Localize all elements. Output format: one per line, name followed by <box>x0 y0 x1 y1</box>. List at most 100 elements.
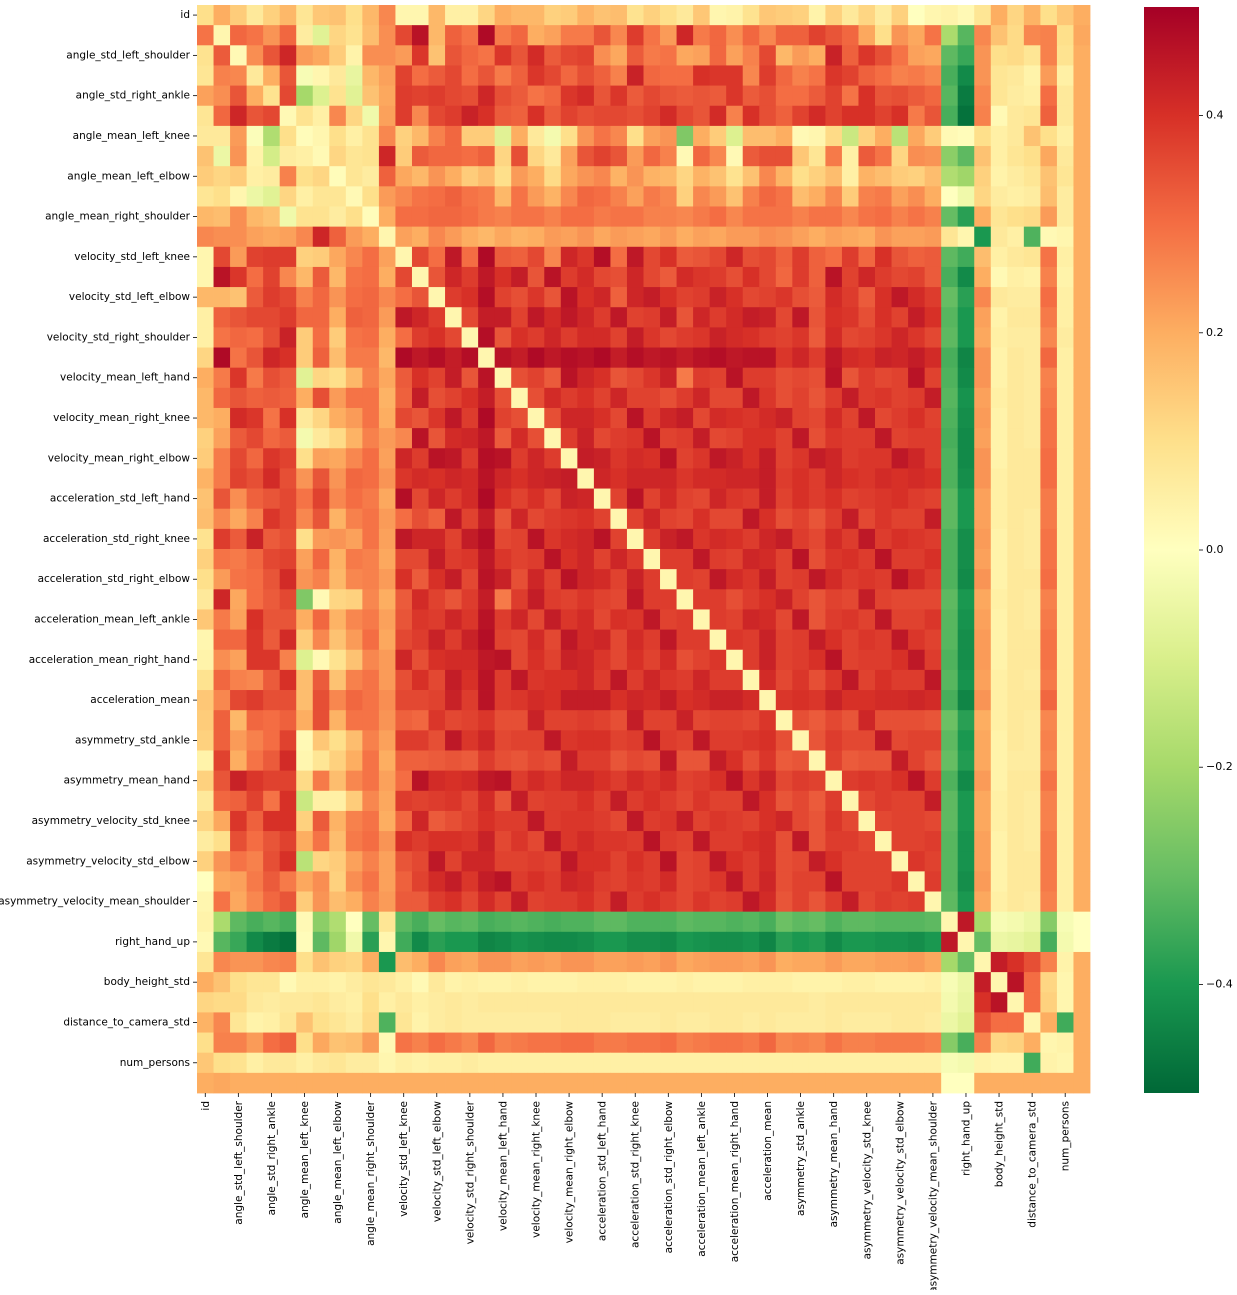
heatmap-cell-asymmetry_velocity_std_knee-mean_persons <box>1073 810 1091 832</box>
heatmap-cell-angle_std_left_shoulder-angle_std_left_hand <box>213 45 231 66</box>
heatmap-cell-acceleration_mean_right_hand-angle_std_right_elbow <box>279 649 297 671</box>
heatmap-cell-angle_std_right_ankle-acceleration_mean_left_knee <box>676 85 694 107</box>
heatmap-cell-asymmetry_velocity_std_elbow-velocity_std_left_elbow <box>428 851 446 872</box>
heatmap-cell-acceleration_std_left_shoulder-asymmetry_velocity_std_elbow <box>891 508 909 530</box>
heatmap-cell-asymmetry_velocity_mean_shoulder-acceleration_mean_left_ankle <box>693 891 711 913</box>
heatmap-cell-asymmetry_velocity_std_elbow-acceleration_mean_right_hand <box>726 851 744 872</box>
heatmap-cell-acceleration_mean_left_ankle-asymmetry_std_knee <box>775 609 793 630</box>
heatmap-cell-velocity_std_right_shoulder-acceleration_mean_right_shoulder <box>742 327 760 348</box>
heatmap-cell-angle_std_left_shoulder-acceleration_mean_right_shoulder <box>742 45 760 66</box>
heatmap-cell-body_shape_std-arms_crossing <box>941 992 959 1013</box>
heatmap-cell-asymmetry_velocity_mean_shoulder-acceleration_std_right_knee <box>626 891 644 913</box>
heatmap-cell-angle_mean_right_hand-arms_crossing <box>941 186 959 207</box>
heatmap-cell-asymmetry_velocity_std_ankle-velocity_mean_left_hand <box>494 831 512 852</box>
heatmap-cell-velocity_mean_right_ankle-acceleration_std_right_ankle <box>643 428 661 449</box>
heatmap-cell-velocity_std_left_ankle-body_height_std <box>990 266 1008 288</box>
heatmap-cell-id-acceleration_mean_left_knee <box>676 5 694 26</box>
heatmap-cell-right_hand_up-asymmetry_mean_shoulder <box>841 931 859 953</box>
heatmap-cell-asymmetry_velocity_mean_hand-velocity_mean_left_shoulder <box>511 871 529 892</box>
heatmap-cell-velocity_std_left_ankle-num_persons <box>1056 266 1074 288</box>
heatmap-cell-pelvis_x_std-acceleration_std_left_shoulder <box>610 1032 628 1054</box>
heatmap-cell-asymmetry_std_elbow-acceleration_std_right_ankle <box>643 750 661 772</box>
heatmap-cell-acceleration_std_right_ankle-asymmetry_std_ankle <box>792 549 810 570</box>
heatmap-cell-velocity_mean_right_ankle-acceleration_std_right_knee <box>626 428 644 449</box>
heatmap-cell-asymmetry_velocity_mean_hand-body_shape_std <box>1007 871 1025 892</box>
heatmap-cell-asymmetry_mean_hand-acceleration_mean_right_hand <box>726 770 744 792</box>
heatmap-cell-asymmetry_mean_hand-acceleration_std_right_knee <box>626 770 644 792</box>
heatmap-cell-pelvis_x_std-body_height_std <box>990 1032 1008 1054</box>
heatmap-cell-asymmetry_velocity_mean_hand-acceleration_mean_left_ankle <box>693 871 711 892</box>
heatmap-cell-velocity_std-angle_mean_left_elbow <box>329 347 347 369</box>
heatmap-cell-distance_to_camera_std-velocity_std <box>478 1012 496 1033</box>
heatmap-cell-velocity_mean_right_elbow-acceleration_std_left_hand <box>593 448 611 469</box>
heatmap-cell-angle_mean_left_knee-angle_mean_right_shoulder <box>362 125 380 147</box>
y-tick-label: angle_mean_left_knee <box>73 130 190 142</box>
heatmap-cell-velocity_max-velocity_std <box>478 468 496 489</box>
heatmap-cell-id-angle_mean_right_shoulder <box>362 5 380 26</box>
heatmap-cell-pelvis_x_std-angle_mean_left_knee <box>296 1032 314 1054</box>
heatmap-cell-angle_std_left_shoulder-velocity_mean_right_ankle <box>544 45 562 66</box>
heatmap-cell-acceleration_std_right_knee-acceleration_mean_right_shoulder <box>742 528 760 550</box>
heatmap-cell-asymmetry_velocity_std_knee-body_width_std <box>974 810 992 832</box>
heatmap-cell-velocity_std_right_hand-angle_mean_right_shoulder <box>362 307 380 328</box>
heatmap-cell-num_persons-asymmetry_velocity_std_elbow <box>891 1052 909 1074</box>
heatmap-cell-angle_mean-velocity_mean_left_shoulder <box>511 226 529 248</box>
heatmap-cell-angle_mean_right_shoulder-pelvis_x_std <box>1040 206 1058 228</box>
heatmap-cell-num_persons-num_persons <box>1056 1052 1074 1074</box>
heatmap-cell-velocity_std_right_shoulder-velocity_mean_right_ankle <box>544 327 562 348</box>
heatmap-cell-velocity_mean_left_shoulder-asymmetry_std_elbow <box>808 387 826 409</box>
heatmap-cell-velocity_std_right_hand-angle_mean_right_hand <box>345 307 363 328</box>
heatmap-cell-asymmetry_std_elbow-angle_std_right_elbow <box>279 750 297 772</box>
heatmap-cell-pelvis_x_std-acceleration_mean_left_ankle <box>693 1032 711 1054</box>
heatmap-cell-asymmetry_velocity_std_knee-asymmetry_velocity_std_elbow <box>891 810 909 832</box>
heatmap-cell-acceleration_mean_right_shoulder-arms_crossing <box>941 669 959 691</box>
heatmap-cell-arms_crossing-angle_mean <box>378 911 396 933</box>
heatmap-cell-asymmetry_std_elbow-right_hand_up <box>957 750 975 772</box>
heatmap-cell-acceleration_mean_right_hand-acceleration_std_right_knee <box>626 649 644 671</box>
heatmap-cell-angle_mean_left_knee-num_persons <box>1056 125 1074 147</box>
heatmap-cell-velocity_std_right_hand-distance_to_camera_std <box>1023 307 1041 328</box>
heatmap-cell-angle_mean_left_knee-angle_std_left_shoulder <box>230 125 248 147</box>
heatmap-cell-arms_crossing-mean_persons <box>1073 911 1091 933</box>
heatmap-cell-right_hand_up-velocity_mean_left_hand <box>494 931 512 953</box>
heatmap-cell-num_persons-angle_std_right_elbow <box>279 1052 297 1074</box>
heatmap-cell-acceleration_mean_left_ankle-pelvis_x_std <box>1040 609 1058 630</box>
heatmap-cell-acceleration_std_right_ankle-angle_std_right_elbow <box>279 549 297 570</box>
heatmap-cell-velocity_max-angle_std_right_elbow <box>279 468 297 489</box>
heatmap-cell-asymmetry_std_ankle-velocity_std_left_ankle <box>411 730 429 751</box>
heatmap-cell-velocity_std_left_ankle-velocity_std_right_hand <box>445 266 462 288</box>
heatmap-cell-asymmetry_mean_shoulder-angle_mean_left_ankle <box>312 790 330 812</box>
heatmap-cell-acceleration_mean_right_hand-acceleration_mean_left_elbow <box>709 649 727 671</box>
heatmap-cell-asymmetry_mean_shoulder-acceleration_mean_left_elbow <box>709 790 727 812</box>
heatmap-cell-acceleration_std_right_ankle-angle_mean_left_elbow <box>329 549 347 570</box>
heatmap-cell-body_height_std-velocity_max <box>577 972 595 993</box>
heatmap-cell-acceleration_mean_left_knee-angle_std_right_knee <box>246 589 264 610</box>
heatmap-cell-angle_mean_right_hand-acceleration_std_left_shoulder <box>610 186 628 207</box>
heatmap-cell-angle_mean-asymmetry_velocity_std_knee <box>858 226 876 248</box>
heatmap-cell-body_height_std-velocity_mean_right_elbow <box>560 972 578 993</box>
heatmap-cell-right_hand_up-asymmetry_std_knee <box>775 931 793 953</box>
heatmap-cell-id-asymmetry_velocity_std_elbow <box>891 5 909 26</box>
heatmap-cell-body_height_std-asymmetry_std_ankle <box>792 972 810 993</box>
heatmap-cell-distance_to_camera_std-acceleration_mean_left_knee <box>676 1012 694 1033</box>
heatmap-cell-angle_mean-asymmetry_velocity_std_elbow <box>891 226 909 248</box>
heatmap-cell-body_width_std-distance_to_camera_std <box>1023 951 1041 973</box>
heatmap-cell-asymmetry_std_ankle-acceleration_std_left_shoulder <box>610 730 628 751</box>
heatmap-cell-angle_mean_right_hand-asymmetry_velocity_std_knee <box>858 186 876 207</box>
heatmap-cell-asymmetry_velocity_std_knee-asymmetry_std_elbow <box>808 810 826 832</box>
heatmap-cell-angle_mean_left_ankle-distance_to_camera_std <box>1023 146 1041 167</box>
heatmap-cell-id-asymmetry_velocity_mean_hand <box>908 5 926 26</box>
heatmap-cell-asymmetry_velocity_mean_shoulder-asymmetry_velocity_std_ankle <box>875 891 892 913</box>
heatmap-cell-acceleration_mean_right_shoulder-acceleration_mean_right_hand <box>726 669 744 691</box>
heatmap-cell-asymmetry_velocity_std_elbow-angle_mean_left_elbow <box>329 851 347 872</box>
heatmap-cell-num_persons-angle_std_left_shoulder <box>230 1052 248 1074</box>
heatmap-cell-angle_mean_right_shoulder-velocity_std_right_hand <box>445 206 462 228</box>
heatmap-cell-acceleration_std_right_ankle-body_shape_std <box>1007 549 1025 570</box>
heatmap-cell-angle_mean-body_height_std <box>990 226 1008 248</box>
heatmap-cell-pelvis_x_std-angle_std_left_hand <box>213 1032 231 1054</box>
heatmap-cell-arms_crossing-asymmetry_velocity_std_ankle <box>875 911 892 933</box>
heatmap-cell-asymmetry_velocity_std_elbow-body_height_std <box>990 851 1008 872</box>
heatmap-cell-asymmetry_velocity_std_knee-acceleration_std_left_hand <box>593 810 611 832</box>
heatmap-cell-velocity_mean_left_hand-asymmetry_velocity_std_knee <box>858 367 876 389</box>
heatmap-cell-body_width_std-asymmetry_mean_hand <box>825 951 843 973</box>
